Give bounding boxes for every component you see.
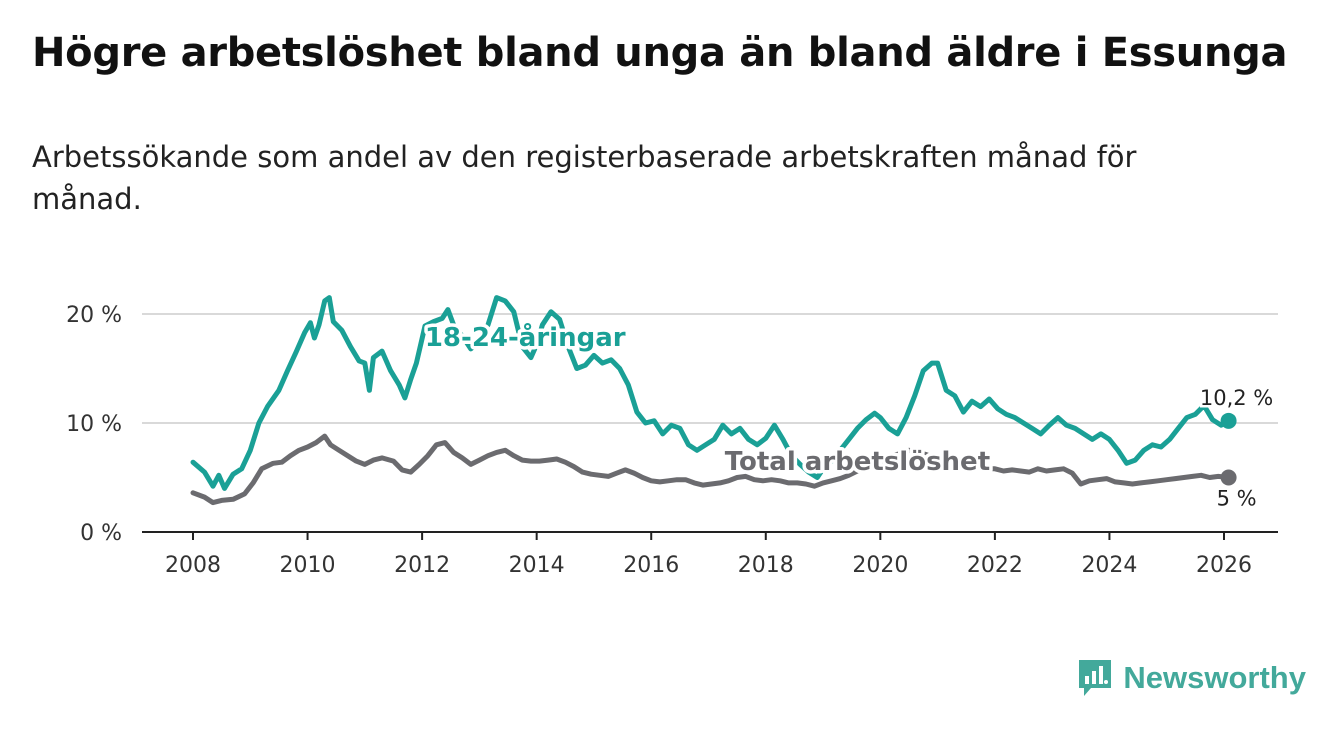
y-tick-label: 20 % xyxy=(66,303,122,328)
x-tick-label: 2012 xyxy=(394,553,450,578)
x-tick-label: 2016 xyxy=(623,553,679,578)
brand-name: Newsworthy xyxy=(1123,660,1306,695)
x-tick-label: 2026 xyxy=(1196,553,1252,578)
end-value-label-youth: 10,2 % xyxy=(1200,386,1273,410)
series-line-youth xyxy=(190,295,1232,491)
x-tick-label: 2022 xyxy=(967,553,1023,578)
x-tick-label: 2018 xyxy=(738,553,794,578)
newsworthy-logo-icon xyxy=(1079,660,1112,696)
chart-subtitle: Arbetssökande som andel av den registerb… xyxy=(32,140,1137,216)
series-label-youth: 18-24-åringar xyxy=(425,321,626,353)
x-tick-label: 2020 xyxy=(852,553,908,578)
chart-title: Högre arbetslöshet bland unga än bland ä… xyxy=(32,30,1288,76)
line-chart: 0 % 10 % 20 % 2008 2010 2012 2014 2016 2018 2020… xyxy=(66,295,1278,578)
y-tick-label: 0 % xyxy=(80,521,122,546)
grid-lines xyxy=(142,313,1278,533)
series-endpoint-youth xyxy=(1220,412,1237,429)
series-endpoint-total xyxy=(1220,469,1237,486)
x-tick-label: 2024 xyxy=(1081,553,1137,578)
x-axis-ticks: 2008 2010 2012 2014 2016 2018 2020 2022 2024 2026 xyxy=(165,532,1252,578)
x-tick-label: 2014 xyxy=(509,553,565,578)
x-tick-label: 2008 xyxy=(165,553,221,578)
series-line-total xyxy=(190,433,1232,506)
series-label-total: Total arbetslöshet xyxy=(725,447,990,477)
end-value-label-total: 5 % xyxy=(1217,487,1257,511)
y-tick-label: 10 % xyxy=(66,412,122,437)
series-labels: 18-24-åringar Total arbetslöshet 10,2 % 5 % xyxy=(421,317,1275,513)
x-tick-label: 2010 xyxy=(280,553,336,578)
series-lines xyxy=(190,295,1237,506)
y-axis-ticks: 0 % 10 % 20 % xyxy=(66,303,122,546)
brand-logo: Newsworthy xyxy=(1077,658,1306,698)
